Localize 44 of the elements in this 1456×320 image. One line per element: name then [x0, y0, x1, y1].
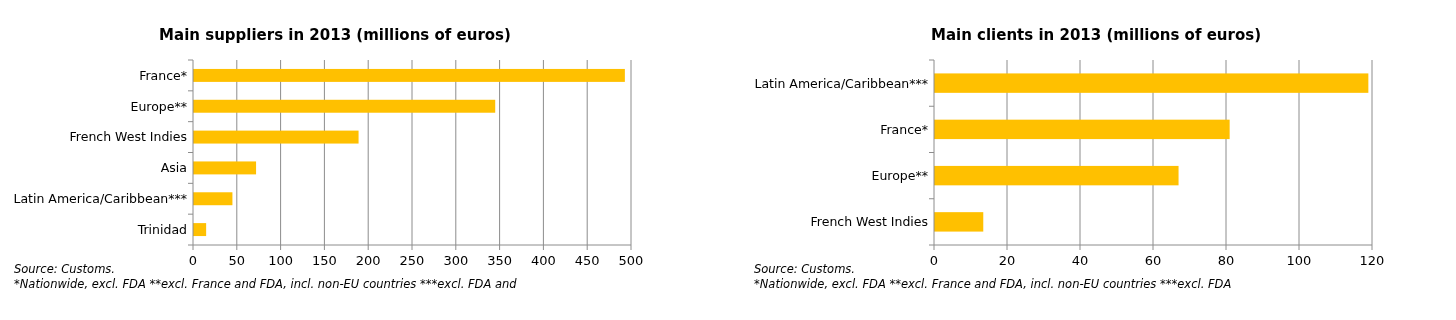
y-tick-label: France* [139, 67, 187, 83]
source-note: Source: Customs. [14, 262, 115, 276]
y-tick-label: Latin America/Caribbean*** [754, 75, 928, 91]
x-tick-label: 100 [268, 253, 294, 268]
bar [934, 73, 1369, 93]
y-tick-label: Europe** [130, 98, 187, 114]
y-tick-label: France* [880, 121, 928, 137]
bar [934, 212, 984, 232]
y-tick-label: French West Indies [69, 129, 187, 145]
x-tick-label: 200 [355, 253, 381, 268]
x-tick-label: 40 [1071, 253, 1089, 268]
x-tick-label: 350 [487, 253, 513, 268]
x-tick-label: 60 [1144, 253, 1162, 268]
bar [193, 223, 207, 237]
x-tick-label: 0 [929, 253, 939, 268]
x-tick-label: 80 [1217, 253, 1235, 268]
bar [193, 161, 257, 175]
y-tick-label: Asia [160, 160, 187, 176]
bar [193, 68, 625, 82]
x-tick-label: 400 [530, 253, 556, 268]
x-tick-label: 50 [228, 253, 246, 268]
y-tick-label: Trinidad [136, 221, 187, 237]
chart-title: Main clients in 2013 (millions of euros) [930, 26, 1262, 44]
bar [193, 99, 496, 113]
x-tick-label: 100 [1286, 253, 1312, 268]
y-tick-label: French West Indies [810, 214, 928, 230]
x-tick-label: 300 [443, 253, 469, 268]
x-tick-label: 150 [311, 253, 337, 268]
source-note: Source: Customs. [754, 262, 855, 276]
bar [193, 130, 359, 144]
x-tick-label: 250 [399, 253, 425, 268]
x-tick-label: 450 [574, 253, 600, 268]
bar [934, 119, 1230, 140]
x-tick-label: 20 [998, 253, 1016, 268]
y-tick-label: Latin America/Caribbean*** [13, 191, 187, 207]
y-tick-label: Europe** [871, 168, 928, 183]
x-tick-label: 500 [618, 253, 644, 268]
bar [193, 192, 233, 206]
x-tick-label: 0 [188, 253, 198, 268]
text: *Nationwide, excl. FDA **excl. France and FDA, incl. non-EU countries ***excl. FDA [754, 277, 1232, 291]
text: *Nationwide, excl. FDA **excl. France and FDA, incl. non-EU countries ***excl. FDA and [14, 277, 518, 291]
x-tick-label: 120 [1359, 253, 1385, 268]
chart-title: Main suppliers in 2013 (millions of euros) [159, 26, 511, 44]
bar [934, 165, 1179, 186]
